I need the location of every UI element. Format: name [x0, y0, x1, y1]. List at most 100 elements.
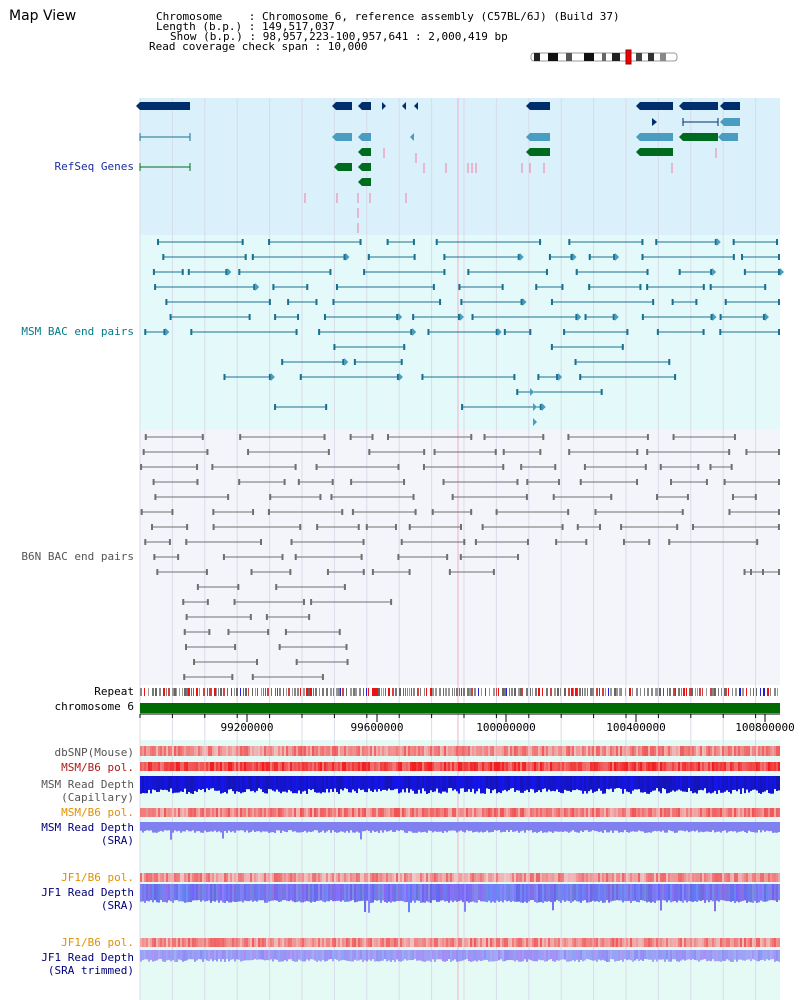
gene-feature[interactable] — [362, 102, 371, 110]
msm-b6-pol-heat-cell — [430, 762, 432, 771]
jf1-sra-depth-bar — [706, 884, 708, 901]
gene-feature[interactable] — [530, 148, 550, 156]
gene-feature[interactable] — [362, 178, 371, 186]
gene-arrow — [652, 118, 657, 126]
pair-end — [318, 329, 321, 335]
gene-feature[interactable] — [530, 102, 550, 110]
jf1-b6-pol-heat-cell — [534, 873, 536, 882]
pair-end — [256, 659, 259, 665]
msm-b6-pol-heat-cell — [168, 762, 170, 771]
pair-end — [563, 329, 566, 335]
repeat-element — [342, 688, 344, 696]
msm-sra-depth-bar — [430, 822, 432, 831]
msm-sra-depth-bar — [316, 822, 318, 831]
gene-feature[interactable] — [530, 133, 550, 141]
pair-end — [584, 314, 587, 320]
msm-sra-depth-bar — [700, 822, 702, 832]
dbsnp-heat-cell — [384, 746, 386, 756]
jf1-trimmed-depth-bar — [424, 950, 426, 962]
jf1-sra-depth-bar — [312, 884, 314, 902]
repeat-element — [579, 688, 581, 696]
dbsnp-heat-cell — [328, 746, 330, 756]
msm-b6-pol-sra-heat-cell — [184, 808, 186, 817]
jf1-b6-pol-heat-cell — [278, 873, 280, 882]
jf1-b6-pol-2-heat-cell — [732, 938, 734, 947]
gene-feature[interactable] — [724, 102, 740, 110]
pair-end — [233, 599, 236, 605]
pair-end — [250, 569, 253, 575]
jf1-b6-pol-2-heat-cell — [450, 938, 452, 947]
jf1-b6-pol-2-heat-cell — [498, 938, 500, 947]
msm-capillary-depth-bar — [330, 776, 332, 790]
msm-sra-depth-bar — [678, 822, 680, 831]
jf1-sra-depth-bar — [694, 884, 696, 902]
track-label-msm-bac[interactable]: MSM BAC end pairs — [21, 325, 134, 338]
gene-feature[interactable] — [722, 133, 738, 141]
jf1-b6-pol-2-heat-cell — [546, 938, 548, 947]
repeat-element — [678, 688, 680, 696]
pair-end — [315, 299, 318, 305]
dbsnp-heat-cell — [656, 746, 658, 756]
gene-feature[interactable] — [724, 118, 740, 126]
pair-end — [728, 449, 731, 455]
msm-b6-pol-heat-cell — [554, 762, 556, 771]
jf1-sra-depth-bar — [422, 884, 424, 903]
pair-end — [321, 674, 324, 680]
jf1-sra-depth-bar — [540, 884, 542, 902]
repeat-element — [417, 688, 419, 696]
dbsnp-heat-cell — [406, 746, 408, 756]
dbsnp-heat-cell — [514, 746, 516, 756]
gene-arrow — [679, 133, 683, 141]
jf1-b6-pol-heat-cell — [458, 873, 460, 882]
jf1-b6-pol-heat-cell — [350, 873, 352, 882]
dbsnp-heat-cell — [720, 746, 722, 756]
gene-feature[interactable] — [683, 133, 718, 141]
msm-capillary-depth-bar — [460, 776, 462, 789]
jf1-trimmed-depth-bar — [214, 950, 216, 960]
dbsnp-heat-cell — [244, 746, 246, 756]
msm-sra-depth-bar — [526, 822, 528, 831]
jf1-b6-pol-2-heat-cell — [536, 938, 538, 947]
msm-b6-pol-heat-cell — [500, 762, 502, 771]
jf1-trimmed-depth-bar — [494, 950, 496, 962]
gene-feature[interactable] — [362, 163, 371, 171]
repeat-element — [691, 688, 693, 696]
pair-end — [554, 464, 557, 470]
gene-feature[interactable] — [640, 148, 673, 156]
dbsnp-heat-cell — [770, 746, 772, 756]
jf1-sra-depth-bar — [612, 884, 614, 901]
repeat-element — [542, 688, 543, 696]
repeat-element — [777, 688, 778, 696]
gene-feature[interactable] — [362, 133, 371, 141]
jf1-b6-pol-2-heat-cell — [162, 938, 164, 947]
jf1-b6-pol-2-heat-cell — [762, 938, 764, 947]
jf1-b6-pol-heat-cell — [232, 873, 234, 882]
jf1-sra-depth-bar — [278, 884, 280, 903]
jf1-trimmed-depth-bar — [342, 950, 344, 960]
msm-b6-pol-heat-cell — [468, 762, 470, 771]
pair-end — [185, 539, 188, 545]
msm-b6-pol-heat-cell — [186, 762, 188, 771]
dbsnp-heat-cell — [468, 746, 470, 756]
track-label-refseq[interactable]: RefSeq Genes — [54, 160, 134, 173]
dbsnp-heat-cell — [552, 746, 554, 756]
pair-end — [778, 509, 780, 515]
track-label-b6n-bac[interactable]: B6N BAC end pairs — [21, 550, 134, 563]
gene-feature[interactable] — [140, 102, 190, 110]
dbsnp-heat-cell — [322, 746, 324, 756]
gene-feature[interactable] — [683, 102, 718, 110]
jf1-sra-depth-bar — [362, 884, 364, 901]
msm-b6-pol-heat-cell — [322, 762, 324, 771]
dbsnp-heat-cell — [222, 746, 224, 756]
gene-feature[interactable] — [640, 133, 673, 141]
repeat-element — [632, 688, 633, 696]
gene-feature[interactable] — [336, 133, 352, 141]
msm-b6-pol-heat-cell — [736, 762, 738, 771]
gene-feature[interactable] — [338, 163, 352, 171]
gene-feature[interactable] — [362, 148, 371, 156]
gene-feature[interactable] — [640, 102, 673, 110]
msm-b6-pol-heat-cell — [340, 762, 342, 771]
jf1-b6-pol-2-heat-cell — [740, 938, 742, 947]
gene-feature[interactable] — [336, 102, 352, 110]
